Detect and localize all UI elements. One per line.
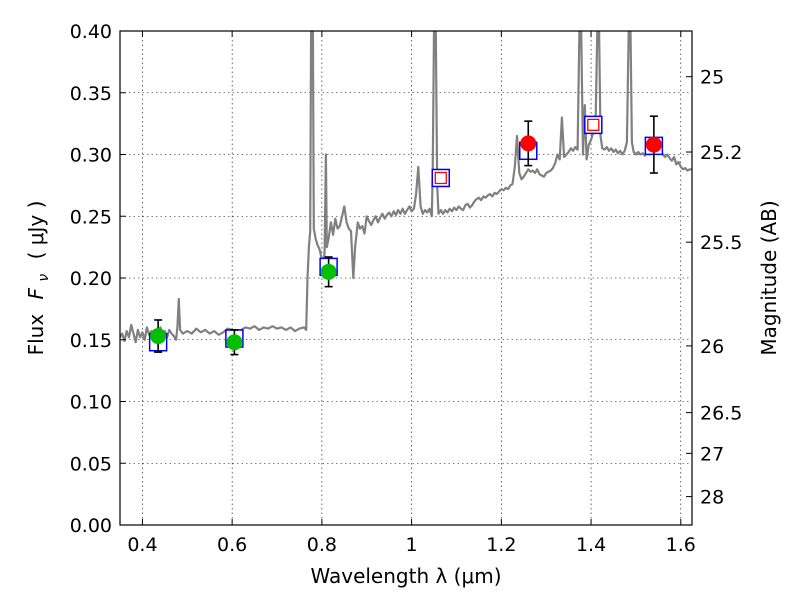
tick-labels: 0.4 0.6 0.8 1 1.2 1.4 1.6 0.00 0.05 0.10 0.15 0.20 0… [70, 21, 743, 556]
x-tick-label: 1.6 [666, 534, 696, 556]
y-tick-label: 0.20 [70, 268, 112, 290]
secondary-y-axis-label: Magnitude (AB) [757, 200, 781, 355]
y-tick-label: 0.15 [70, 330, 112, 352]
red-open-square [587, 118, 600, 132]
y-axis-label-unit: ( μJy ) [24, 201, 48, 260]
secondary-y-tick-label: 26 [700, 336, 724, 358]
x-tick-label: 1 [406, 534, 418, 556]
y-tick-label: 0.10 [70, 392, 112, 414]
x-axis-label: Wavelength λ (μm) [310, 564, 501, 588]
x-tick-label: 0.8 [307, 534, 337, 556]
red-open-square [434, 171, 447, 185]
secondary-y-tick-label: 25.2 [700, 142, 742, 164]
series-layer [120, 31, 692, 356]
photometry-point [320, 263, 337, 280]
x-tick-label: 0.6 [217, 534, 247, 556]
secondary-y-tick-label: 27 [700, 443, 724, 465]
model-photometry-square [584, 115, 603, 135]
svg-text:Flux F ν ( μ: Flux F ν ( μJy ) [24, 201, 53, 356]
y-tick-label: 0.25 [70, 206, 112, 228]
secondary-y-tick-label: 26.5 [700, 403, 742, 425]
photometry-point [226, 334, 243, 351]
x-tick-label: 1.2 [486, 534, 516, 556]
y-axis-label-symbol: F [24, 287, 48, 299]
secondary-y-tick-label: 25 [700, 67, 724, 89]
y-tick-label: 0.35 [70, 83, 112, 105]
y-tick-label: 0.00 [70, 515, 112, 537]
model-photometry-square [431, 168, 451, 188]
x-tick-label: 1.4 [576, 534, 606, 556]
y-tick-label: 0.40 [70, 21, 112, 43]
x-tick-label: 0.4 [127, 534, 157, 556]
y-tick-label: 0.05 [70, 453, 112, 475]
y-axis-label: Flux F ν ( μJy ) [24, 201, 53, 356]
photometry-point [150, 328, 167, 345]
tick-marks [120, 30, 692, 526]
y-tick-label: 0.30 [70, 145, 112, 167]
y-axis-label-prefix: Flux [24, 314, 48, 356]
secondary-y-tick-label: 28 [700, 487, 724, 509]
y-axis-label-sub: ν [36, 274, 52, 282]
photometry-point [645, 136, 662, 153]
photometry-point [520, 135, 537, 152]
secondary-y-tick-label: 25.5 [700, 232, 742, 254]
